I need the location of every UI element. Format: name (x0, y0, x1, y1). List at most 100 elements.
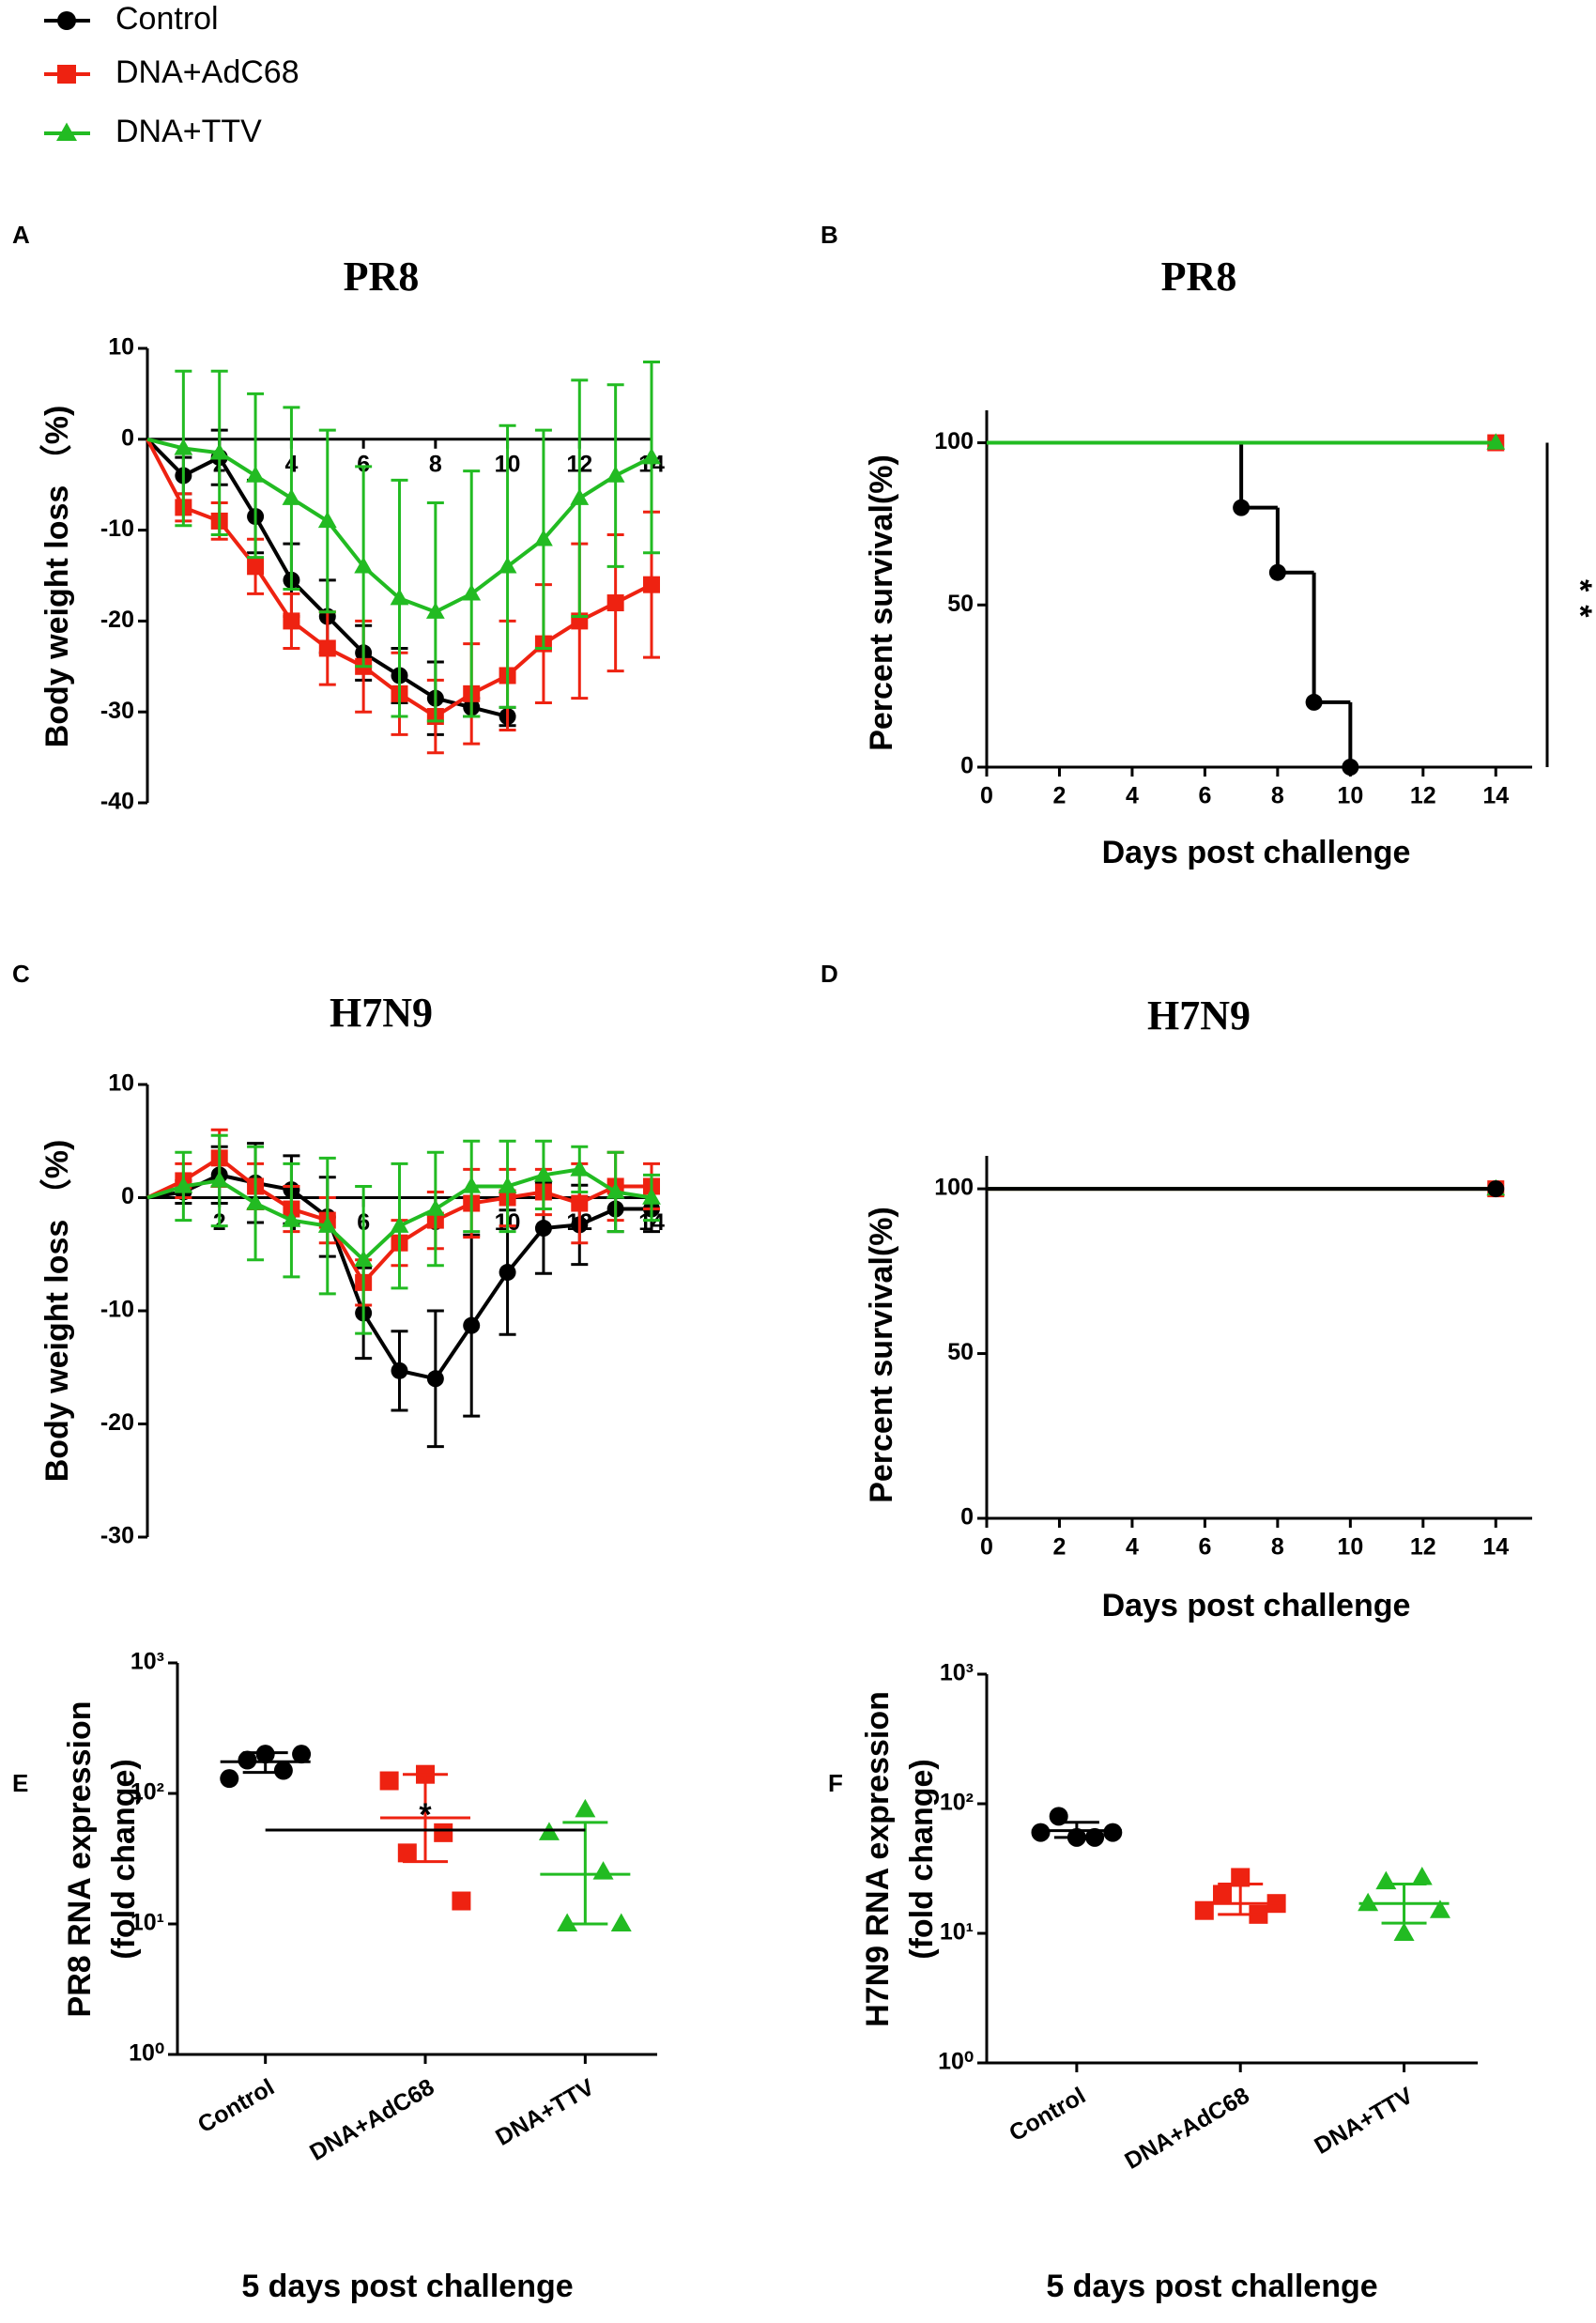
marker (292, 1745, 312, 1764)
y-axis-label: H7N9 RNA expression (860, 1691, 896, 2027)
y-tick-label: 10⁰ (938, 2049, 974, 2075)
panel-letter: B (821, 221, 838, 249)
y-axis-label: Percent survival(%) (864, 454, 899, 751)
chart-title: PR8 (344, 254, 420, 300)
y-tick-label: 10⁰ (129, 2040, 164, 2067)
marker (282, 488, 301, 505)
x-tick-label: 14 (1482, 783, 1509, 809)
marker (534, 1220, 552, 1238)
y-tick-label: 10 (108, 1070, 134, 1097)
marker (642, 447, 661, 465)
y-tick-label: -30 (100, 698, 134, 724)
x-tick-label: 8 (429, 451, 442, 477)
panel-letter: C (12, 960, 30, 988)
marker (571, 1194, 589, 1212)
chart-title: H7N9 (330, 990, 433, 1036)
x-tick-label: 12 (1410, 1534, 1436, 1561)
marker (570, 488, 590, 505)
significance-label: * (419, 1797, 432, 1833)
marker (1103, 1823, 1123, 1842)
y-tick-label: 10¹ (130, 1910, 164, 1936)
marker (463, 1316, 481, 1334)
marker (1231, 1868, 1251, 1887)
y-tick-label: -20 (100, 607, 134, 633)
marker (247, 558, 265, 576)
legend-label: DNA+TTV (115, 114, 262, 149)
marker (606, 594, 624, 612)
marker (1487, 1180, 1505, 1198)
marker (379, 1771, 399, 1791)
panel-letter: E (12, 1769, 28, 1797)
y-tick-label: -30 (100, 1523, 134, 1549)
x-tick-label: 8 (1271, 783, 1284, 809)
marker (498, 556, 517, 574)
marker (317, 511, 337, 529)
marker (570, 1160, 590, 1177)
y-tick-label: 10 (108, 334, 134, 361)
marker (1194, 1900, 1214, 1920)
marker (434, 1823, 453, 1842)
marker (452, 1891, 471, 1911)
legend-label: DNA+AdC68 (115, 54, 299, 90)
panel-letter: F (828, 1769, 843, 1797)
y-axis-label: (fold change) (904, 1759, 940, 1959)
x-tick-label: DNA+TTV (491, 2074, 599, 2151)
chart-title: H7N9 (1147, 992, 1251, 1038)
marker (642, 1188, 661, 1205)
marker (391, 1361, 408, 1379)
x-tick-label: 2 (1053, 1534, 1067, 1561)
significance-label: ** (1562, 579, 1596, 630)
y-axis-label: Body weight loss （%) (38, 406, 75, 748)
x-tick-label: 12 (1410, 783, 1436, 809)
x-tick-label: 6 (1198, 1534, 1211, 1561)
y-tick-label: 10³ (130, 1649, 164, 1675)
marker (425, 1199, 445, 1216)
marker (174, 438, 193, 455)
y-tick-label: 10² (940, 1790, 974, 1816)
y-tick-label: 50 (947, 1339, 974, 1365)
marker (557, 1913, 578, 1931)
legend-label: Control (115, 1, 219, 37)
marker (592, 1861, 614, 1880)
marker (606, 466, 625, 483)
y-tick-label: 100 (934, 428, 974, 454)
x-tick-label: 10 (1337, 1534, 1363, 1561)
marker (1411, 1866, 1433, 1885)
marker (354, 1250, 374, 1267)
x-tick-label: 6 (1198, 783, 1211, 809)
marker (1305, 693, 1323, 711)
marker (1429, 1900, 1450, 1918)
y-tick-label: -10 (100, 515, 134, 542)
marker (498, 1177, 517, 1193)
y-tick-label: -10 (100, 1297, 134, 1323)
marker (220, 1769, 239, 1789)
y-tick-label: 0 (960, 753, 974, 779)
y-tick-label: 50 (947, 591, 974, 617)
marker (426, 1370, 444, 1388)
x-tick-label: Control (1005, 2083, 1090, 2147)
panel-letter: A (12, 221, 30, 249)
marker (273, 1761, 293, 1780)
y-axis-label: Percent survival(%) (864, 1207, 899, 1503)
x-axis-label: Days post challenge (1102, 1588, 1411, 1623)
marker (238, 1750, 257, 1770)
marker (610, 1913, 632, 1931)
marker (174, 1177, 193, 1193)
marker (397, 1843, 417, 1863)
marker (56, 122, 77, 141)
marker (246, 1193, 265, 1210)
marker (1031, 1823, 1051, 1842)
marker (534, 1165, 553, 1182)
marker (209, 442, 229, 460)
x-tick-label: 2 (1053, 783, 1067, 809)
marker (57, 65, 76, 84)
x-tick-label: 10 (1337, 783, 1363, 809)
marker (425, 602, 445, 619)
y-tick-label: -20 (100, 1409, 134, 1436)
y-tick-label: 10³ (940, 1660, 974, 1686)
x-tick-label: DNA+TTV (1310, 2083, 1418, 2160)
x-tick-label: 8 (1271, 1534, 1284, 1561)
x-tick-label: 4 (1126, 783, 1139, 809)
marker (318, 639, 336, 657)
